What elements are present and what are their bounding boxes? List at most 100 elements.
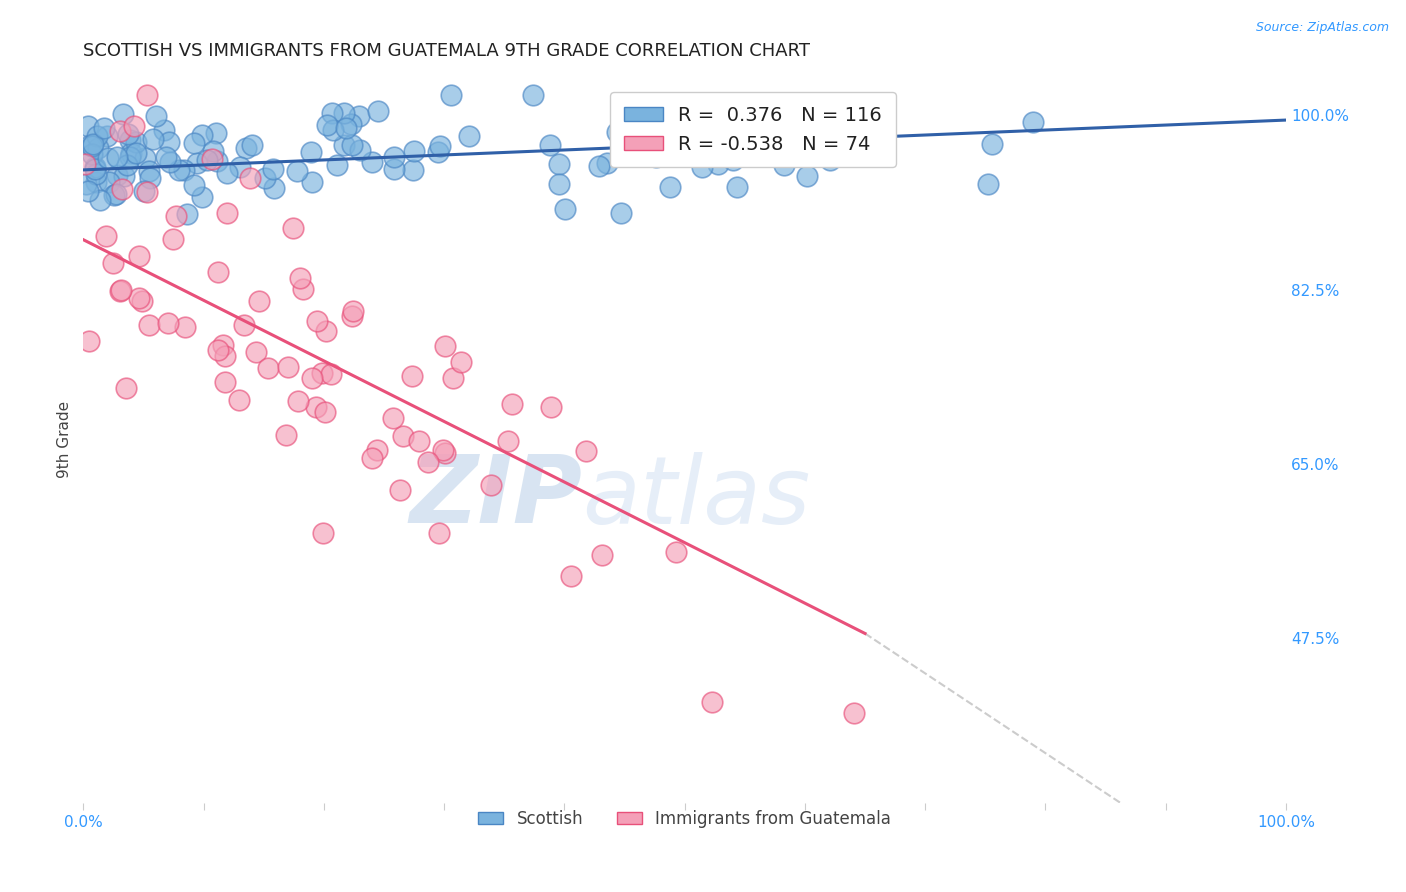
Point bbox=[108, 284, 131, 298]
Point bbox=[229, 160, 252, 174]
Point bbox=[659, 180, 682, 194]
Point bbox=[155, 150, 177, 164]
Point bbox=[301, 370, 323, 384]
Point bbox=[540, 400, 562, 414]
Point bbox=[335, 120, 357, 135]
Point bbox=[183, 136, 205, 150]
Point bbox=[214, 375, 236, 389]
Point bbox=[675, 103, 697, 117]
Point bbox=[333, 106, 356, 120]
Point bbox=[322, 122, 344, 136]
Point bbox=[382, 150, 405, 164]
Point bbox=[128, 249, 150, 263]
Point bbox=[212, 338, 235, 352]
Point bbox=[347, 109, 370, 123]
Point bbox=[367, 103, 389, 118]
Point bbox=[433, 339, 456, 353]
Point bbox=[110, 124, 132, 138]
Point bbox=[496, 434, 519, 449]
Point bbox=[305, 400, 328, 414]
Point bbox=[426, 145, 449, 160]
Point bbox=[117, 158, 139, 172]
Point bbox=[73, 157, 96, 171]
Point bbox=[321, 368, 343, 382]
Point bbox=[645, 150, 668, 164]
Point bbox=[796, 169, 818, 183]
Point bbox=[766, 142, 789, 156]
Point bbox=[257, 361, 280, 376]
Point bbox=[402, 144, 425, 158]
Point bbox=[117, 127, 139, 141]
Point bbox=[86, 175, 108, 189]
Point bbox=[707, 157, 730, 171]
Point bbox=[120, 145, 142, 160]
Point bbox=[538, 138, 561, 153]
Point bbox=[290, 271, 312, 285]
Point bbox=[458, 128, 481, 143]
Point bbox=[80, 139, 103, 153]
Point bbox=[522, 88, 544, 103]
Point bbox=[773, 158, 796, 172]
Point bbox=[333, 137, 356, 152]
Point bbox=[427, 525, 450, 540]
Point bbox=[810, 148, 832, 162]
Y-axis label: 9th Grade: 9th Grade bbox=[58, 401, 72, 477]
Point bbox=[159, 154, 181, 169]
Point bbox=[93, 120, 115, 135]
Point bbox=[145, 109, 167, 123]
Point bbox=[138, 318, 160, 332]
Text: ZIP: ZIP bbox=[409, 451, 582, 543]
Point bbox=[392, 429, 415, 443]
Point bbox=[201, 152, 224, 166]
Point bbox=[253, 170, 276, 185]
Point bbox=[240, 137, 263, 152]
Point bbox=[122, 119, 145, 133]
Legend: Scottish, Immigrants from Guatemala: Scottish, Immigrants from Guatemala bbox=[471, 804, 897, 835]
Point bbox=[560, 568, 582, 582]
Point bbox=[401, 369, 423, 384]
Point bbox=[575, 444, 598, 458]
Point bbox=[285, 164, 308, 178]
Point bbox=[441, 371, 464, 385]
Point bbox=[97, 175, 120, 189]
Point bbox=[340, 309, 363, 323]
Point bbox=[167, 163, 190, 178]
Point bbox=[548, 177, 571, 191]
Point bbox=[84, 167, 107, 181]
Point bbox=[96, 129, 118, 144]
Point bbox=[690, 160, 713, 174]
Point bbox=[217, 206, 239, 220]
Point bbox=[501, 397, 523, 411]
Point bbox=[605, 125, 627, 139]
Point bbox=[86, 129, 108, 144]
Point bbox=[174, 320, 197, 334]
Point bbox=[402, 163, 425, 178]
Point bbox=[162, 232, 184, 246]
Point bbox=[101, 255, 124, 269]
Point bbox=[157, 135, 180, 149]
Point bbox=[173, 163, 195, 178]
Point bbox=[75, 177, 97, 191]
Point bbox=[132, 184, 155, 198]
Point bbox=[235, 141, 257, 155]
Point bbox=[725, 125, 748, 139]
Point bbox=[245, 345, 267, 359]
Point bbox=[291, 282, 314, 296]
Point bbox=[321, 105, 343, 120]
Point bbox=[725, 180, 748, 194]
Point bbox=[479, 477, 502, 491]
Point bbox=[820, 133, 842, 147]
Point bbox=[434, 446, 457, 460]
Point bbox=[312, 526, 335, 541]
Point bbox=[87, 141, 110, 155]
Point bbox=[277, 359, 299, 374]
Point bbox=[980, 137, 1002, 152]
Point bbox=[547, 157, 569, 171]
Point bbox=[299, 145, 322, 160]
Point bbox=[366, 443, 388, 458]
Point bbox=[190, 189, 212, 203]
Point bbox=[103, 187, 125, 202]
Point bbox=[651, 115, 673, 129]
Text: SCOTTISH VS IMMIGRANTS FROM GUATEMALA 9TH GRADE CORRELATION CHART: SCOTTISH VS IMMIGRANTS FROM GUATEMALA 9T… bbox=[83, 42, 810, 60]
Point bbox=[157, 316, 180, 330]
